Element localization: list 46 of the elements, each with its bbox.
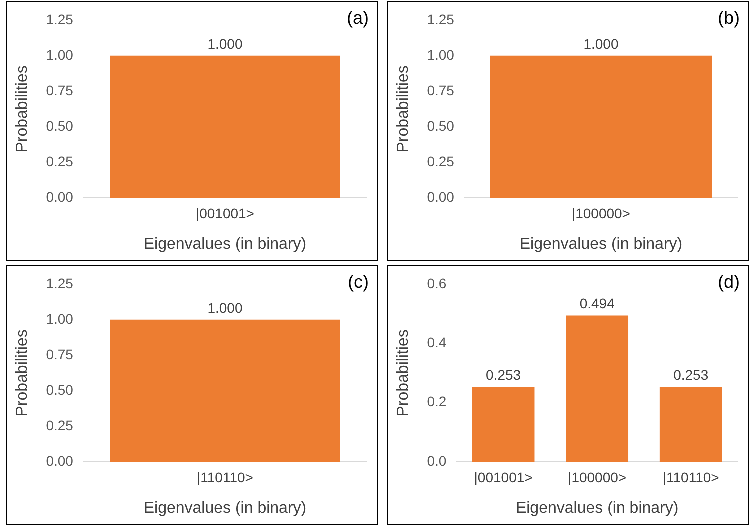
x-axis-title: Eigenvalues (in binary)	[144, 236, 307, 253]
x-tick-label: |100000>	[568, 469, 627, 486]
y-tick-label: 0.50	[46, 382, 74, 398]
y-tick-label: 0.00	[46, 452, 74, 469]
y-tick-label: 0.00	[427, 188, 455, 205]
text: (b)	[718, 8, 740, 28]
y-tick-label: 0.75	[46, 82, 74, 98]
data-label: 1.000	[584, 36, 619, 52]
x-axis-title: Eigenvalues (in binary)	[144, 500, 307, 517]
y-tick-label: 1.00	[427, 46, 455, 63]
y-tick-label: 0.25	[427, 153, 455, 170]
y-axis-title: Probabilities	[395, 330, 412, 417]
y-tick-label: 1.00	[46, 46, 74, 63]
data-label: 0.253	[486, 366, 522, 383]
y-tick-label: 0.50	[427, 118, 455, 134]
y-tick-label: 1.00	[46, 310, 74, 327]
y-tick-label: 0.00	[46, 188, 74, 205]
x-axis-title: Eigenvalues (in binary)	[516, 500, 679, 517]
y-axis-title: Probabilities	[14, 66, 32, 153]
data-label: 0.253	[674, 366, 709, 383]
text: (a)	[347, 8, 369, 28]
x-axis-title: Eigenvalues (in binary)	[520, 236, 683, 253]
y-tick-label: 1.25	[46, 11, 74, 28]
data-label: 1.000	[208, 36, 243, 52]
x-tick-label: |001001>	[196, 205, 254, 222]
y-axis-title: Probabilities	[14, 330, 32, 417]
data-label: 0.494	[580, 296, 616, 312]
x-tick-label: |110110>	[196, 469, 254, 486]
y-tick-label: 1.25	[427, 11, 455, 28]
text: (c)	[348, 272, 369, 292]
data-label: 1.000	[208, 300, 243, 316]
x-tick-label: |001001>	[474, 469, 533, 486]
y-tick-label: 1.25	[46, 275, 74, 292]
y-tick-label: 0.4	[427, 334, 447, 350]
annotation: (d)	[718, 272, 740, 292]
y-tick-label: 0.2	[427, 394, 447, 410]
y-tick-label: 0.6	[427, 275, 447, 292]
x-tick-label: |100000>	[572, 205, 630, 222]
y-tick-label: 0.25	[46, 153, 74, 170]
y-tick-label: 0.0	[427, 452, 447, 469]
y-axis-title: Probabilities	[395, 66, 412, 153]
y-tick-label: 0.50	[46, 118, 74, 134]
y-tick-label: 0.75	[427, 82, 455, 98]
y-tick-label: 0.75	[46, 346, 74, 362]
x-tick-label: |110110>	[662, 469, 720, 486]
y-tick-label: 0.25	[46, 417, 74, 434]
